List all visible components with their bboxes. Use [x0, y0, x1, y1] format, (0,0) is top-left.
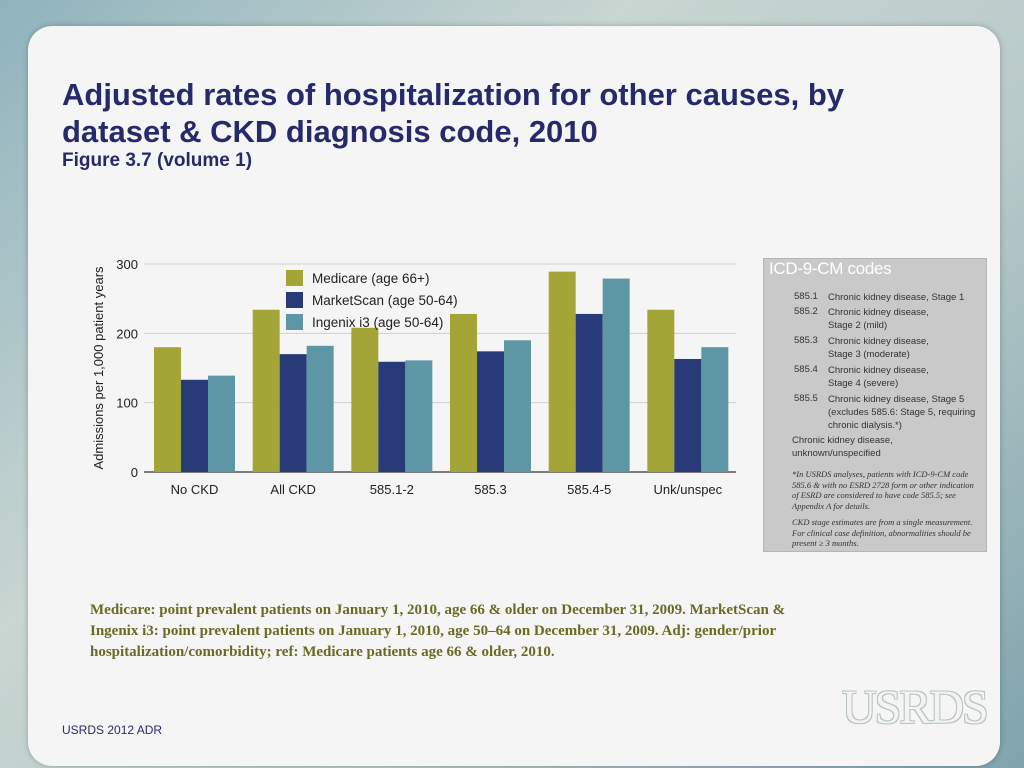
- bar: [602, 278, 630, 472]
- legend-swatch: [286, 314, 303, 330]
- y-axis-label: Admissions per 1,000 patient years: [91, 266, 106, 470]
- x-tick-label: 585.1-2: [370, 482, 414, 497]
- code-description: Chronic kidney disease, Stage 5 (exclude…: [828, 394, 976, 431]
- code-description: Chronic kidney disease, Stage 1: [828, 292, 965, 303]
- bar: [306, 345, 334, 472]
- data-source-footnote: Medicare: point prevalent patients on Ja…: [90, 602, 786, 660]
- code-number: 585.1: [794, 291, 818, 302]
- report-footer: USRDS 2012 ADR: [62, 723, 163, 737]
- icd-codes-title: ICD-9-CM codes: [769, 259, 892, 278]
- bar: [450, 313, 477, 472]
- bar: [504, 340, 531, 472]
- code-description: Chronic kidney disease, Stage 4 (severe): [828, 365, 929, 389]
- code-description: Chronic kidney disease, Stage 3 (moderat…: [828, 336, 929, 360]
- code-number: 585.2: [794, 306, 818, 317]
- ckd-stage-note: CKD stage estimates are from a single me…: [792, 517, 973, 548]
- bar: [405, 360, 433, 472]
- bar: [154, 347, 181, 472]
- y-tick-label: 200: [116, 326, 138, 341]
- bar: [208, 375, 235, 472]
- y-tick-label: 300: [116, 257, 138, 272]
- bar: [181, 379, 208, 472]
- x-tick-label: 585.3: [474, 482, 507, 497]
- icd-note: *In USRDS analyses, patients with ICD-9-…: [792, 469, 974, 511]
- legend-label: Ingenix i3 (age 50-64): [312, 315, 443, 330]
- code-number: 585.5: [794, 393, 818, 404]
- x-tick-label: 585.4-5: [567, 482, 611, 497]
- legend-swatch: [286, 270, 303, 286]
- bar: [548, 271, 576, 472]
- code-description: Chronic kidney disease, Stage 2 (mild): [828, 307, 929, 331]
- bar: [477, 351, 504, 472]
- bar: [351, 327, 379, 472]
- unknown-code-label: Chronic kidney disease, unknown/unspecif…: [792, 435, 893, 459]
- y-tick-label: 0: [131, 465, 138, 480]
- bar: [647, 309, 675, 472]
- legend-label: MarketScan (age 50-64): [312, 293, 458, 308]
- bar: [252, 309, 280, 472]
- legend-swatch: [286, 292, 303, 308]
- bar: [674, 358, 702, 472]
- legend-label: Medicare (age 66+): [312, 271, 429, 286]
- x-tick-label: No CKD: [171, 482, 219, 497]
- x-tick-label: Unk/unspec: [654, 482, 723, 497]
- x-tick-label: All CKD: [270, 482, 316, 497]
- bar-chart: 0 100 200 300 Admissions per 1,000 patient y…: [91, 257, 736, 497]
- usrds-logo: USRDS: [842, 681, 989, 734]
- bar: [575, 313, 603, 472]
- code-number: 585.3: [794, 335, 818, 346]
- bar: [701, 347, 729, 472]
- icd-codes-panel: ICD-9-CM codes 585.1 Chronic kidney dise…: [763, 258, 987, 552]
- figure-label: Figure 3.7 (volume 1): [62, 150, 253, 171]
- bar: [279, 354, 307, 472]
- code-number: 585.4: [794, 364, 818, 375]
- y-tick-label: 100: [116, 396, 138, 411]
- page-title: Adjusted rates of hospitalization for ot…: [62, 77, 845, 149]
- bar: [378, 361, 406, 472]
